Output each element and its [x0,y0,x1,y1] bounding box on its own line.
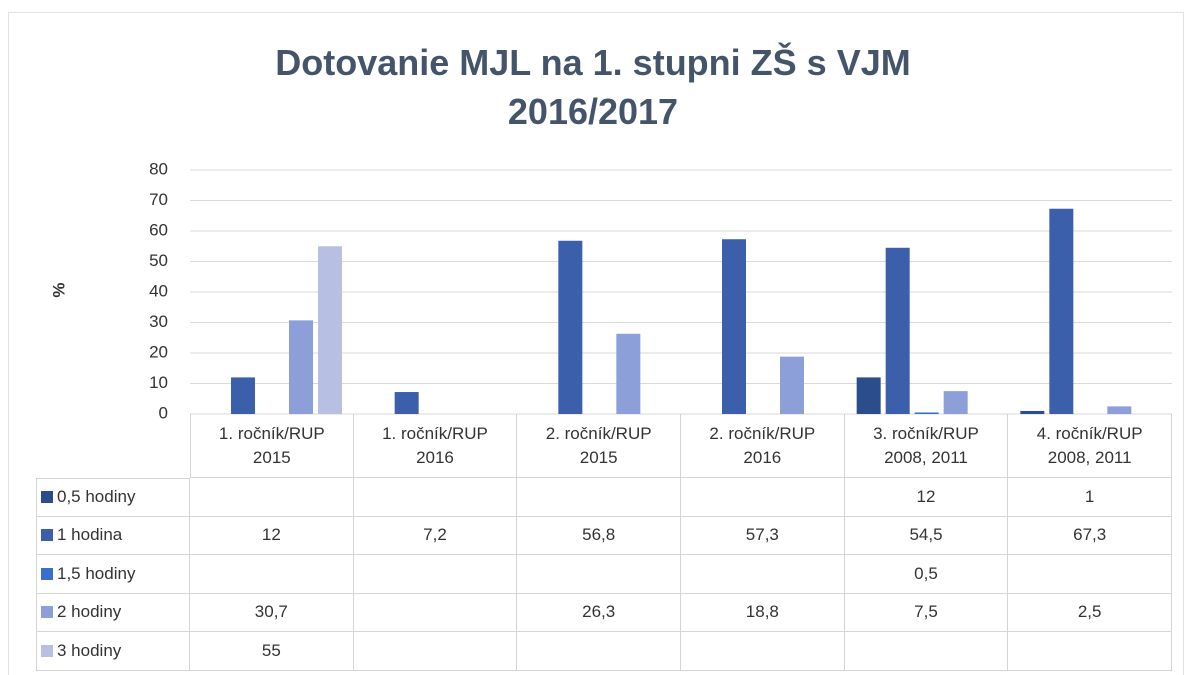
table-cell [517,632,681,671]
bar [780,356,804,414]
legend-swatch [41,567,53,580]
y-tick-label: 0 [159,403,168,422]
table-cell [353,632,518,671]
table-cell: 67,3 [1008,516,1172,555]
legend-item: 2 hodiny [36,593,190,632]
bar [856,377,881,414]
legend-swatch [41,529,53,542]
y-tick-label: 40 [149,281,168,300]
bar [885,247,910,414]
table-cell: 0,5 [844,555,1009,594]
bar [1107,406,1132,414]
bar [616,333,641,414]
legend-label: 1,5 hodiny [57,563,136,583]
table-cell [681,478,845,517]
table-cell: 7,5 [844,593,1009,632]
y-tick-label: 80 [149,159,168,178]
table-cell [353,555,518,594]
category-label: 1. ročník/RUP 2015 [190,414,354,478]
legend-item: 1 hodina [36,516,190,555]
category-label: 3. ročník/RUP 2008, 2011 [844,414,1009,478]
table-cell [844,632,1009,671]
bar [1049,208,1074,414]
y-axis-label: % [49,282,68,297]
bar [558,240,583,414]
bar [943,391,968,414]
legend-item: 0,5 hodiny [36,478,190,517]
legend-label: 2 hodiny [57,602,122,622]
table-cell: 26,3 [517,593,681,632]
bar [231,377,255,414]
y-tick-label: 10 [149,373,168,392]
table-cell: 18,8 [681,593,845,632]
table-cell: 54,5 [844,516,1009,555]
y-tick-label: 30 [149,312,168,331]
bar [722,239,746,414]
y-tick-label: 20 [149,342,168,361]
table-cell: 56,8 [517,516,681,555]
table-cell [190,478,354,517]
bar [318,246,342,414]
table-cell [1008,632,1172,671]
category-label: 1. ročník/RUP 2016 [353,414,518,478]
legend-swatch [41,606,53,619]
legend-label: 0,5 hodiny [57,487,136,507]
table-cell [353,478,518,517]
category-label: 2. ročník/RUP 2015 [517,414,681,478]
category-label: 4. ročník/RUP 2008, 2011 [1008,414,1172,478]
bar [914,412,939,414]
table-cell: 1 [1008,478,1172,517]
table-cell: 2,5 [1008,593,1172,632]
table-cell [1008,555,1172,594]
table-cell [353,593,518,632]
table-cell [681,632,845,671]
table-cell [681,555,845,594]
table-cell: 12 [844,478,1009,517]
table-cell: 55 [190,632,354,671]
bar [1020,410,1045,414]
category-label: 2. ročník/RUP 2016 [681,414,845,478]
bar [394,392,419,414]
legend-swatch [41,644,53,657]
table-cell: 30,7 [190,593,354,632]
bar [289,320,313,414]
legend-item: 3 hodiny [36,632,190,671]
y-tick-label: 60 [149,220,168,239]
legend-label: 1 hodina [57,525,123,545]
y-tick-label: 70 [149,190,168,209]
frame [8,12,1184,675]
legend-label: 3 hodiny [57,640,122,660]
table-cell: 12 [190,516,354,555]
table-cell [517,555,681,594]
legend-swatch [41,491,53,504]
legend-item: 1,5 hodiny [36,555,190,594]
chart-title: Dotovanie MJL na 1. stupni ZŠ s VJM 2016… [275,42,911,132]
y-tick-label: 50 [149,251,168,270]
table-cell: 7,2 [353,516,518,555]
table-cell: 57,3 [681,516,845,555]
table-cell [517,478,681,517]
table-cell [190,555,354,594]
